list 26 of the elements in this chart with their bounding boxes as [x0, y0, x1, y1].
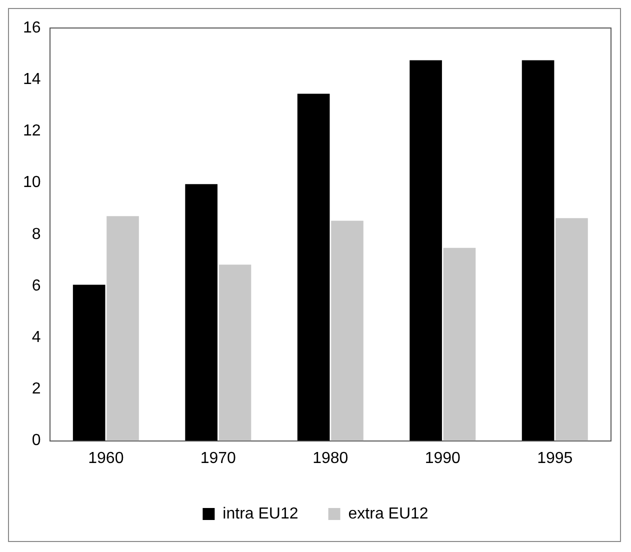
y-tick-label: 10 [23, 174, 41, 192]
y-tick-label: 2 [32, 380, 41, 398]
y-tick-label: 14 [23, 71, 41, 88]
y-tick-label: 8 [32, 226, 41, 243]
bar [522, 60, 554, 441]
legend-label: intra EU12 [222, 505, 298, 522]
y-tick-label: 12 [23, 122, 41, 140]
x-tick-label: 1990 [424, 450, 461, 467]
legend-label: extra EU12 [348, 505, 428, 522]
bar [106, 216, 139, 441]
x-tick-label: 1960 [88, 450, 124, 467]
bar [297, 94, 330, 441]
bar [556, 218, 588, 441]
bar [331, 220, 364, 441]
y-tick-label: 0 [32, 432, 41, 450]
bar [185, 184, 218, 441]
x-tick-label: 1980 [312, 450, 348, 467]
x-tick-label: 1970 [200, 450, 236, 467]
y-tick-label: 4 [32, 329, 41, 346]
bar [218, 264, 252, 441]
y-tick-label: 16 [23, 19, 41, 36]
x-tick-label: 1995 [537, 450, 573, 467]
bar [72, 284, 106, 441]
y-tick-label: 6 [32, 277, 41, 294]
bar [443, 248, 476, 441]
bar [410, 60, 442, 441]
